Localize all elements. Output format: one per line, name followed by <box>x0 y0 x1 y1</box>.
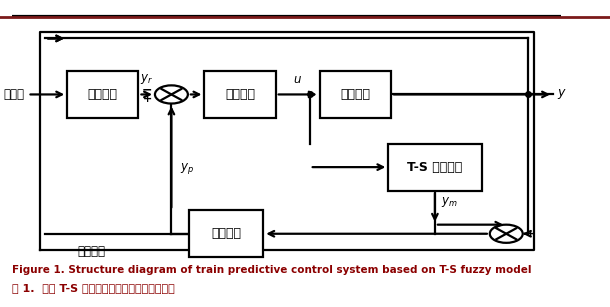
Text: 反馈校正: 反馈校正 <box>211 227 242 240</box>
Text: $u$: $u$ <box>293 73 302 86</box>
FancyBboxPatch shape <box>189 210 264 257</box>
FancyBboxPatch shape <box>388 144 481 191</box>
Text: $y_m$: $y_m$ <box>442 195 458 208</box>
Text: 死区时间: 死区时间 <box>78 245 106 258</box>
Text: 设定值: 设定值 <box>4 88 25 101</box>
Text: Figure 1. Structure diagram of train predictive control system based on T-S fuzz: Figure 1. Structure diagram of train pre… <box>12 265 532 275</box>
Text: +: + <box>143 94 152 104</box>
FancyBboxPatch shape <box>204 71 276 118</box>
Text: 制动对象: 制动对象 <box>340 88 370 101</box>
Text: 滚动优化: 滚动优化 <box>225 88 255 101</box>
Circle shape <box>155 85 188 103</box>
FancyBboxPatch shape <box>67 71 138 118</box>
Text: $y_r$: $y_r$ <box>140 72 153 86</box>
Text: 图 1.  基于 T-S 模糊模型的预测控制系统结构图: 图 1. 基于 T-S 模糊模型的预测控制系统结构图 <box>12 283 175 293</box>
Text: T-S 模糊模型: T-S 模糊模型 <box>407 161 462 174</box>
Text: −: − <box>478 229 487 239</box>
Text: −: − <box>142 84 152 96</box>
Text: 参考轨迹: 参考轨迹 <box>88 88 118 101</box>
Text: $y_p$: $y_p$ <box>179 161 194 176</box>
Circle shape <box>490 225 523 243</box>
FancyBboxPatch shape <box>320 71 391 118</box>
Text: +: + <box>525 229 535 239</box>
Text: $y$: $y$ <box>558 87 567 101</box>
